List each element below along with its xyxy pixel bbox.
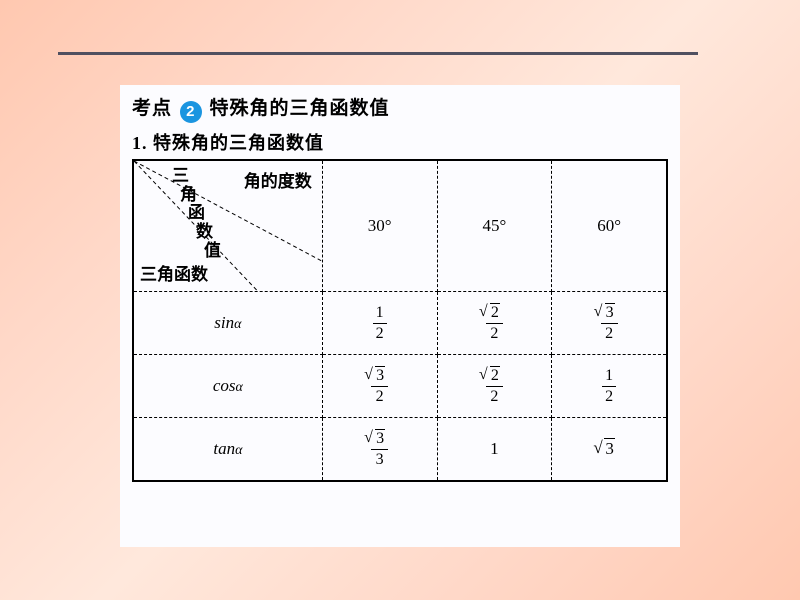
heading-number-badge: 2: [180, 101, 202, 123]
row-label-cos: cosα: [133, 355, 322, 418]
heading-prefix: 考点: [132, 98, 172, 119]
header-diagonal-cell: 角的度数 三 角 函 数 值 三角函数: [133, 160, 322, 292]
row-sin: sinα 12 22 32: [133, 292, 667, 355]
sin-60: 32: [552, 292, 667, 355]
tan-45: 1: [437, 418, 552, 482]
row-label-tan: tanα: [133, 418, 322, 482]
sin-30: 12: [322, 292, 437, 355]
cos-30: 32: [322, 355, 437, 418]
trig-values-table: 角的度数 三 角 函 数 值 三角函数 30° 45° 60° sinα 12: [132, 159, 668, 482]
header-trig-label: 三角函数: [140, 260, 208, 285]
tan-60: 3: [552, 418, 667, 482]
cos-60: 12: [552, 355, 667, 418]
header-value-label: 三 角 函 数 值: [140, 167, 221, 260]
cos-45: 22: [437, 355, 552, 418]
row-tan: tanα 33 1 3: [133, 418, 667, 482]
row-cos: cosα 32 22 12: [133, 355, 667, 418]
header-45: 45°: [437, 160, 552, 292]
tan-30: 33: [322, 418, 437, 482]
header-angle-label: 角的度数: [244, 167, 312, 192]
section-heading: 考点 2 特殊角的三角函数值: [132, 93, 668, 123]
content-panel: 考点 2 特殊角的三角函数值 1. 特殊角的三角函数值 角的度数 三 角 函 数…: [120, 85, 680, 547]
horizontal-rule: [58, 52, 698, 55]
row-label-sin: sinα: [133, 292, 322, 355]
sin-45: 22: [437, 292, 552, 355]
header-30: 30°: [322, 160, 437, 292]
subheading: 1. 特殊角的三角函数值: [132, 129, 668, 155]
heading-title: 特殊角的三角函数值: [210, 98, 390, 119]
header-60: 60°: [552, 160, 667, 292]
